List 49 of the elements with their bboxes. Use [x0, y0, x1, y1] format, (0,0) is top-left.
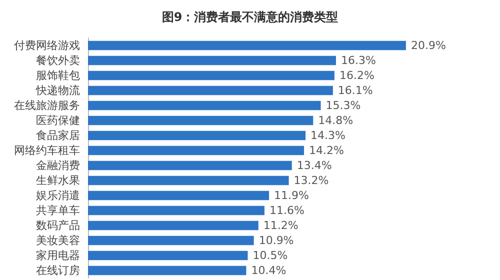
- data-label: 15.3%: [326, 99, 361, 112]
- bar: [88, 70, 334, 80]
- y-tick-label: 生鲜水果: [36, 174, 80, 187]
- data-label: 10.5%: [252, 249, 288, 262]
- data-label: 16.2%: [339, 69, 374, 82]
- y-tick-label: 数码产品: [36, 219, 80, 232]
- bar: [88, 206, 264, 216]
- y-tick-label: 付费网络游戏: [14, 39, 80, 52]
- data-label: 10.4%: [251, 264, 286, 277]
- data-label: 11.6%: [269, 204, 304, 217]
- data-label: 10.9%: [258, 234, 294, 247]
- bar: [88, 146, 304, 156]
- data-label: 16.3%: [340, 54, 376, 67]
- bar: [88, 160, 292, 170]
- y-tick-label: 娱乐消遣: [36, 189, 80, 202]
- bar: [88, 56, 336, 66]
- data-label: 13.2%: [294, 174, 329, 187]
- y-tick-label: 快递物流: [35, 84, 80, 97]
- bar: [88, 116, 314, 126]
- data-label: 11.9%: [274, 189, 309, 202]
- y-tick-label: 医药保健: [36, 114, 80, 127]
- data-label: 16.1%: [338, 84, 373, 97]
- y-tick-label: 在线旅游服务: [14, 99, 80, 112]
- y-tick-label: 家用电器: [36, 249, 80, 262]
- data-label: 11.2%: [263, 219, 298, 232]
- data-label: 14.3%: [310, 129, 346, 142]
- bar: [88, 40, 406, 50]
- bar: [88, 250, 248, 260]
- bar: [88, 86, 333, 96]
- chart-title: 图9：消费者最不满意的消费类型: [162, 10, 338, 24]
- y-tick-label: 食品家居: [36, 129, 80, 142]
- y-tick-label: 美妆美容: [36, 234, 80, 247]
- data-label: 14.2%: [309, 144, 344, 157]
- bar: [88, 220, 258, 230]
- y-tick-label: 共享单车: [36, 204, 80, 217]
- data-label: 14.8%: [318, 114, 354, 127]
- y-tick-label: 在线订房: [36, 264, 80, 277]
- data-label: 13.4%: [296, 159, 332, 172]
- bar: [88, 130, 306, 140]
- bar: [88, 236, 254, 246]
- y-tick-label: 餐饮外卖: [36, 54, 80, 67]
- data-label: 20.9%: [410, 39, 446, 52]
- bar: [88, 266, 246, 276]
- bar: [88, 190, 270, 200]
- bar: [88, 176, 289, 186]
- y-tick-label: 金融消费: [36, 159, 80, 172]
- y-tick-label: 网络约车租车: [14, 144, 80, 157]
- y-tick-label: 服饰鞋包: [36, 69, 80, 82]
- bar: [88, 100, 321, 110]
